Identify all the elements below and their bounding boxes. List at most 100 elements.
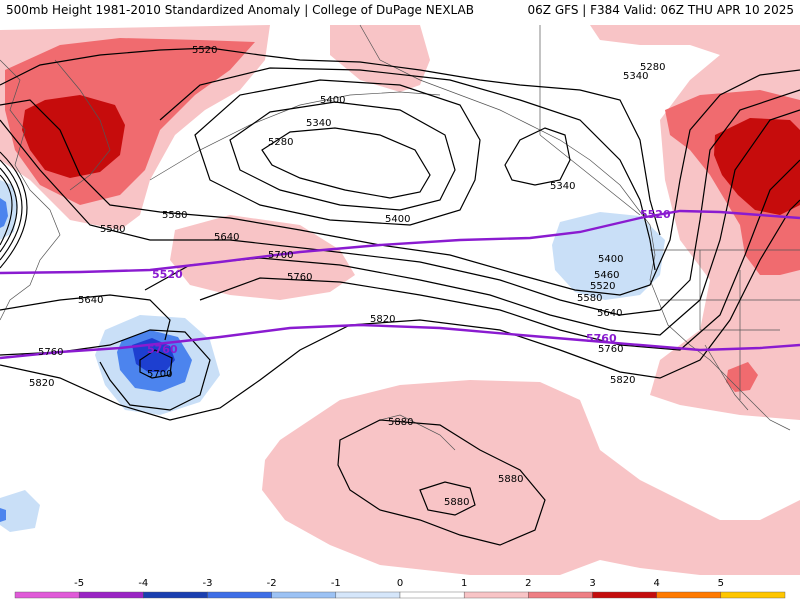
contour-5340-closed <box>229 101 456 211</box>
contour-5820 <box>0 199 800 421</box>
contour-label: 5640 <box>597 308 622 319</box>
contour-label: 5520 <box>192 45 217 56</box>
model-run-info: 06Z GFS | F384 Valid: 06Z THU APR 10 202… <box>527 3 794 17</box>
asia-low-ring-1 <box>0 174 13 246</box>
colorbar-tick-label: -2 <box>267 578 277 589</box>
contour-5280-closed <box>261 127 431 199</box>
kamchatka-coastline <box>54 59 111 191</box>
colorbar-segment <box>592 591 657 599</box>
colorbar-tick-label: -1 <box>331 578 341 589</box>
reference-labels: 5520 5520 5760 5760 <box>147 208 671 356</box>
contour-5880-closed <box>337 419 546 546</box>
contour-label: 5580 <box>162 210 187 221</box>
colorbar-tick-label: 5 <box>718 578 724 589</box>
contour-label: 5280 <box>268 137 293 148</box>
colorbar-tick-labels: -5 -4 -3 -2 -1 0 1 2 3 4 5 <box>74 578 724 589</box>
contour-label: 5340 <box>550 181 575 192</box>
contour-label: 5640 <box>78 295 103 306</box>
map-title: 500mb Height 1981-2010 Standardized Anom… <box>6 3 474 17</box>
canada-border <box>539 25 641 216</box>
contour-label: 5760 <box>287 272 312 283</box>
negative-anomaly-asia <box>0 180 18 240</box>
contour-label: 5760 <box>598 344 623 355</box>
contour-label: 5820 <box>29 378 54 389</box>
contour-5760-south <box>0 329 211 411</box>
colorbar-segment <box>271 591 337 599</box>
contour-label: 5520 <box>590 281 615 292</box>
colorbar-tick-label: 3 <box>589 578 595 589</box>
reference-lines <box>0 209 800 360</box>
contour-label: 5700 <box>147 369 172 380</box>
contour-label: 5280 <box>640 62 665 73</box>
colorbar-tick-label: 1 <box>461 578 467 589</box>
negative-anomaly-east-pacific <box>552 212 665 300</box>
contour-label: 5760 <box>38 347 63 358</box>
anomaly-map: 5520 5400 5340 5280 5280 5340 5340 5400 … <box>0 24 800 575</box>
reference-line-5760 <box>0 323 800 360</box>
contour-label: 5880 <box>498 474 523 485</box>
reference-label: 5520 <box>152 268 183 281</box>
asia-low-ring-3 <box>0 159 23 261</box>
positive-anomaly-mexico <box>726 362 758 392</box>
contour-5340-alaska <box>504 127 571 186</box>
contour-5760-north <box>199 159 800 351</box>
anomaly-shading <box>0 25 800 575</box>
reference-label: 5760 <box>147 343 178 356</box>
contour-5700-low <box>139 349 173 379</box>
asia-low-contours <box>0 151 28 269</box>
title-bar: 500mb Height 1981-2010 Standardized Anom… <box>0 0 800 22</box>
contour-label: 5580 <box>100 224 125 235</box>
baja-coastline <box>704 344 749 411</box>
contour-5640-sw <box>0 294 171 341</box>
reference-line-5520 <box>0 209 800 275</box>
contour-5460-north <box>159 67 656 271</box>
positive-anomaly-peak-east <box>714 118 800 215</box>
colorbar-tick-label: 2 <box>525 578 531 589</box>
contour-5640 <box>0 89 800 316</box>
negative-anomaly-sw <box>0 490 40 532</box>
asia-low-ring-4 <box>0 151 28 269</box>
alaska-coastline <box>359 24 636 206</box>
contour-5520-north <box>0 47 661 236</box>
colorbar-segment <box>207 591 272 599</box>
contour-label: 5820 <box>610 375 635 386</box>
colorbar-tick-label: 4 <box>653 578 659 589</box>
colorbar-segment <box>14 591 80 599</box>
contour-label: 5580 <box>577 293 602 304</box>
contour-5400-closed <box>194 79 481 226</box>
color-scale: -5 -4 -3 -2 -1 0 1 2 3 4 5 <box>14 578 786 599</box>
contour-label: 5460 <box>594 270 619 281</box>
contour-label: 5340 <box>623 71 648 82</box>
colorbar-segment <box>528 591 593 599</box>
colorbar-segment <box>78 591 144 599</box>
contour-label: 5400 <box>385 214 410 225</box>
contour-label: 5640 <box>214 232 239 243</box>
negative-anomaly-sw-core <box>0 508 6 522</box>
hawaii-outline <box>379 414 456 451</box>
colorbar-segment <box>335 591 401 599</box>
colorbar-segment <box>143 591 208 599</box>
contour-label: 5880 <box>444 497 469 508</box>
positive-anomaly-peak-nw <box>22 95 125 178</box>
contour-5700 <box>144 109 800 336</box>
contour-label: 5400 <box>598 254 623 265</box>
contour-label: 5880 <box>388 417 413 428</box>
colorbar-tick-label: -5 <box>74 578 84 589</box>
colorbar-tick-label: -3 <box>203 578 213 589</box>
asia-low-ring-2 <box>0 167 18 253</box>
state-borders <box>650 249 800 400</box>
colorbar-segment <box>463 591 529 599</box>
contour-label: 5340 <box>306 118 331 129</box>
contour-label: 5820 <box>370 314 395 325</box>
contour-label: 5700 <box>268 250 293 261</box>
contour-5580 <box>0 69 800 296</box>
negative-anomaly-asia-core <box>0 198 8 228</box>
height-contours <box>0 47 800 546</box>
colorbar-segment <box>656 591 722 599</box>
colorbar-tick-label: -4 <box>138 578 148 589</box>
colorbar-tick-label: 0 <box>397 578 403 589</box>
contour-label: 5400 <box>320 95 345 106</box>
reference-label: 5520 <box>640 208 671 221</box>
colorbar-segment <box>720 591 786 599</box>
positive-anomaly-subtropical <box>262 380 800 575</box>
